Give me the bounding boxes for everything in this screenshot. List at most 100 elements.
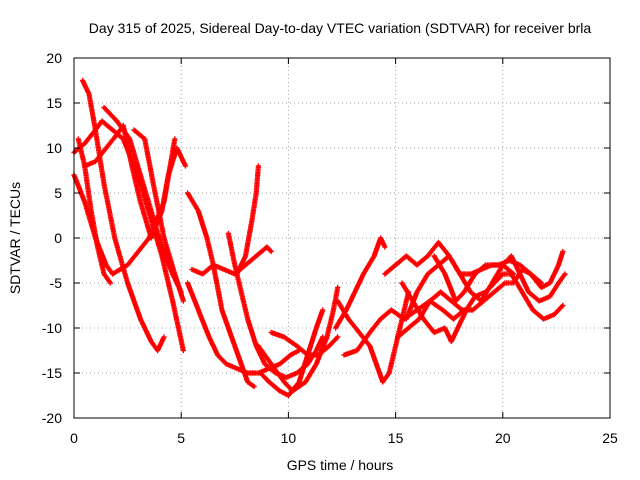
grid bbox=[74, 58, 610, 418]
data-point bbox=[287, 348, 301, 358]
data-point bbox=[281, 334, 299, 348]
data-point bbox=[405, 317, 421, 331]
data-point bbox=[137, 316, 154, 343]
data-point bbox=[129, 163, 143, 203]
chart-title: Day 315 of 2025, Sidereal Day-to-day VTE… bbox=[89, 20, 592, 36]
data-point bbox=[101, 104, 119, 123]
data-point bbox=[491, 272, 505, 286]
data-point bbox=[150, 181, 167, 239]
data-point bbox=[180, 298, 186, 304]
data-point bbox=[324, 309, 336, 340]
data-point bbox=[264, 244, 273, 253]
data-point bbox=[112, 235, 130, 284]
data-point bbox=[232, 343, 250, 384]
data-point bbox=[335, 334, 341, 340]
data-point bbox=[174, 145, 188, 168]
data-point bbox=[382, 244, 388, 250]
y-tick-label: 0 bbox=[54, 230, 62, 246]
series-track-21 bbox=[399, 271, 566, 345]
data-point bbox=[268, 248, 274, 255]
data-point bbox=[127, 136, 143, 176]
data-point bbox=[82, 128, 98, 147]
data-point bbox=[414, 272, 430, 295]
data-point bbox=[99, 118, 114, 132]
data-point bbox=[185, 280, 201, 312]
data-point bbox=[360, 254, 376, 277]
data-points bbox=[71, 77, 568, 399]
data-point bbox=[131, 127, 147, 141]
data-point bbox=[547, 263, 561, 286]
data-point bbox=[92, 235, 109, 267]
series-track-23 bbox=[431, 253, 544, 304]
data-point bbox=[255, 343, 273, 366]
x-tick-label: 15 bbox=[388, 430, 404, 446]
data-point bbox=[425, 241, 441, 259]
data-point bbox=[257, 370, 271, 384]
data-point bbox=[238, 289, 250, 320]
data-point bbox=[234, 254, 248, 277]
data-point bbox=[137, 199, 154, 239]
data-point bbox=[92, 146, 108, 165]
data-point bbox=[277, 353, 292, 367]
data-point bbox=[335, 284, 341, 291]
data-point bbox=[200, 263, 215, 277]
y-tick-label: 15 bbox=[46, 95, 62, 111]
data-point bbox=[242, 254, 258, 268]
data-point bbox=[420, 316, 436, 334]
data-point bbox=[215, 352, 228, 366]
data-point bbox=[555, 272, 567, 286]
data-point bbox=[159, 253, 175, 302]
data-point bbox=[172, 136, 178, 142]
series-track-5 bbox=[82, 122, 189, 241]
data-point bbox=[204, 235, 216, 266]
data-point bbox=[446, 253, 462, 276]
data-point bbox=[560, 302, 566, 309]
data-point bbox=[294, 343, 310, 357]
data-point bbox=[367, 317, 383, 336]
data-point bbox=[161, 235, 177, 275]
data-point bbox=[101, 271, 113, 285]
data-point bbox=[373, 361, 385, 384]
data-point bbox=[101, 181, 117, 239]
series-track-3 bbox=[80, 77, 167, 354]
series-track-10 bbox=[185, 280, 302, 376]
data-point bbox=[547, 281, 561, 300]
data-point bbox=[159, 174, 171, 214]
data-point bbox=[352, 272, 366, 295]
data-point bbox=[225, 230, 238, 266]
data-point bbox=[354, 331, 372, 354]
data-point bbox=[425, 263, 440, 277]
data-point bbox=[519, 289, 535, 312]
data-point bbox=[142, 136, 156, 185]
data-point bbox=[461, 272, 477, 295]
data-point bbox=[470, 299, 485, 313]
axis-ticks bbox=[73, 57, 611, 419]
data-point bbox=[170, 298, 186, 352]
data-point bbox=[180, 347, 186, 354]
data-point bbox=[285, 380, 301, 399]
data-point bbox=[525, 289, 541, 303]
x-tick-label: 0 bbox=[70, 430, 78, 446]
data-point bbox=[251, 383, 257, 390]
data-point bbox=[296, 353, 310, 385]
data-point bbox=[453, 290, 466, 304]
y-tick-label: -5 bbox=[50, 275, 63, 291]
y-axis-label: SDTVAR / TECUs bbox=[7, 182, 23, 294]
data-point bbox=[182, 163, 189, 169]
data-point bbox=[560, 248, 566, 255]
data-point bbox=[185, 190, 201, 213]
data-point bbox=[438, 289, 453, 303]
data-point bbox=[530, 307, 545, 321]
data-point bbox=[303, 362, 318, 385]
x-axis-label: GPS time / hours bbox=[287, 457, 394, 473]
data-point bbox=[388, 307, 406, 321]
y-tick-label: -20 bbox=[42, 410, 62, 426]
data-point bbox=[399, 280, 415, 303]
data-point bbox=[333, 308, 349, 331]
data-point bbox=[172, 271, 186, 303]
series-track-22 bbox=[395, 248, 566, 340]
data-point bbox=[395, 326, 410, 340]
y-tick-label: 5 bbox=[54, 185, 62, 201]
y-tick-label: 10 bbox=[46, 140, 62, 156]
